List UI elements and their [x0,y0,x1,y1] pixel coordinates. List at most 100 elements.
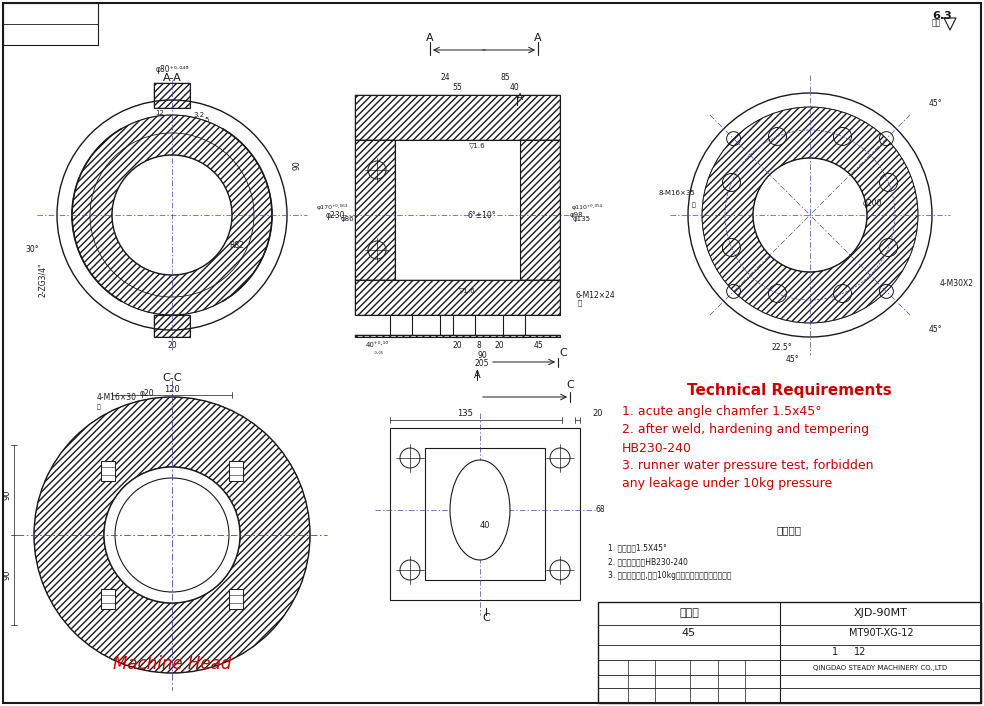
Bar [228,461,243,481]
Text: 45°: 45° [928,325,942,335]
Wedge shape [34,397,310,673]
Text: Technical Requirements: Technical Requirements [687,383,892,397]
Text: φ200: φ200 [862,198,882,208]
Text: 55: 55 [452,83,461,92]
Text: A: A [517,92,523,102]
Text: 6-M12×24: 6-M12×24 [575,290,615,299]
Text: 4-M30X2: 4-M30X2 [940,278,974,287]
Bar [101,461,115,481]
Text: 粗: 粗 [578,299,583,306]
Bar [355,140,395,280]
Text: Machine Head: Machine Head [113,655,231,673]
Bar [390,315,412,337]
Text: 其余: 其余 [932,18,941,28]
Text: 90: 90 [3,570,12,580]
Bar [355,280,560,315]
Bar [228,589,243,609]
Text: 12: 12 [854,647,866,657]
Text: 45: 45 [682,628,696,638]
Text: 12: 12 [155,110,164,116]
Text: ▽1.6: ▽1.6 [459,287,475,293]
Text: MT90T-XG-12: MT90T-XG-12 [848,628,913,638]
Text: 1. 锐角倒角1.5X45°: 1. 锐角倒角1.5X45° [608,544,667,553]
Text: 30°: 30° [26,246,38,254]
Circle shape [400,560,420,580]
Circle shape [550,560,570,580]
Text: A: A [473,370,480,380]
Text: 粗: 粗 [691,202,695,208]
Bar [355,280,560,315]
Text: ▽1.6: ▽1.6 [468,142,485,148]
Text: φ110⁺⁰·⁰⁵⁴: φ110⁺⁰·⁰⁵⁴ [572,204,603,210]
Text: 6.3: 6.3 [932,11,952,21]
Text: any leakage under 10kg pressure: any leakage under 10kg pressure [622,477,832,491]
Text: 45: 45 [533,340,543,349]
Text: 机头体: 机头体 [679,608,699,618]
Bar [355,335,560,337]
Bar [355,95,560,140]
Text: 135: 135 [457,409,473,417]
Text: HB230-240: HB230-240 [622,441,692,455]
Text: 技术要求: 技术要求 [776,525,802,535]
Text: C: C [566,380,574,390]
Text: 120: 120 [164,385,180,395]
Text: φ230: φ230 [326,210,345,220]
Text: 2. after weld, hardening and tempering: 2. after weld, hardening and tempering [622,424,869,436]
Text: 85: 85 [500,73,510,83]
Text: 3. runner water pressure test, forbidden: 3. runner water pressure test, forbidden [622,460,874,472]
Bar [520,140,560,280]
Bar [154,83,190,108]
Text: ₀.₀₅: ₀.₀₅ [371,349,383,354]
Text: φ135: φ135 [573,216,591,222]
Text: 2-ZG3/4": 2-ZG3/4" [37,263,46,297]
Text: 8: 8 [476,340,481,349]
Text: 1: 1 [831,647,838,657]
Text: φ170⁺⁰·⁰⁶³: φ170⁺⁰·⁰⁶³ [317,204,348,210]
Text: 68: 68 [595,505,604,515]
Text: 20: 20 [167,340,177,349]
Text: A-A: A-A [162,73,181,83]
Text: 45°: 45° [785,356,799,364]
Text: 40: 40 [480,520,490,530]
Text: 1. acute angle chamfer 1.5x45°: 1. acute angle chamfer 1.5x45° [622,405,822,419]
Text: 45°: 45° [928,99,942,107]
Text: 20: 20 [494,340,504,349]
Text: 6°±10°: 6°±10° [467,210,496,220]
Bar [154,315,190,337]
Bar [425,448,545,580]
Text: QINGDAO STEADY MACHINERY CO.,LTD: QINGDAO STEADY MACHINERY CO.,LTD [813,665,948,671]
Text: C-C: C-C [162,373,182,383]
Text: 3.2: 3.2 [194,112,205,118]
Bar [154,315,190,337]
Text: 5: 5 [205,117,210,123]
Circle shape [550,448,570,468]
Bar [453,315,475,337]
Text: 4-M16×30: 4-M16×30 [97,393,137,402]
Text: 40⁺⁰·¹⁰: 40⁺⁰·¹⁰ [365,342,389,348]
Bar [520,140,560,280]
Text: 90: 90 [477,350,487,359]
Circle shape [104,467,240,603]
Wedge shape [702,107,918,323]
Bar [503,315,525,337]
Polygon shape [944,18,956,30]
Text: 8-M16×35: 8-M16×35 [658,190,695,196]
Bar [598,602,981,703]
Text: 24: 24 [440,73,450,83]
Bar [440,315,462,337]
Bar [3,3,98,45]
Bar [395,140,520,280]
Text: A: A [534,33,542,43]
Text: 205: 205 [474,359,489,369]
Bar [355,140,395,280]
Text: φ86: φ86 [340,216,354,222]
Bar [355,335,560,337]
Circle shape [400,448,420,468]
Text: φ80⁺⁰·⁰⁴⁶: φ80⁺⁰·⁰⁴⁶ [155,66,189,75]
Bar [355,95,560,140]
Text: φ20: φ20 [140,388,154,397]
Text: 22.5°: 22.5° [771,342,792,352]
Text: 90: 90 [3,490,12,501]
Text: R82: R82 [229,241,244,249]
Text: 20: 20 [592,409,603,417]
